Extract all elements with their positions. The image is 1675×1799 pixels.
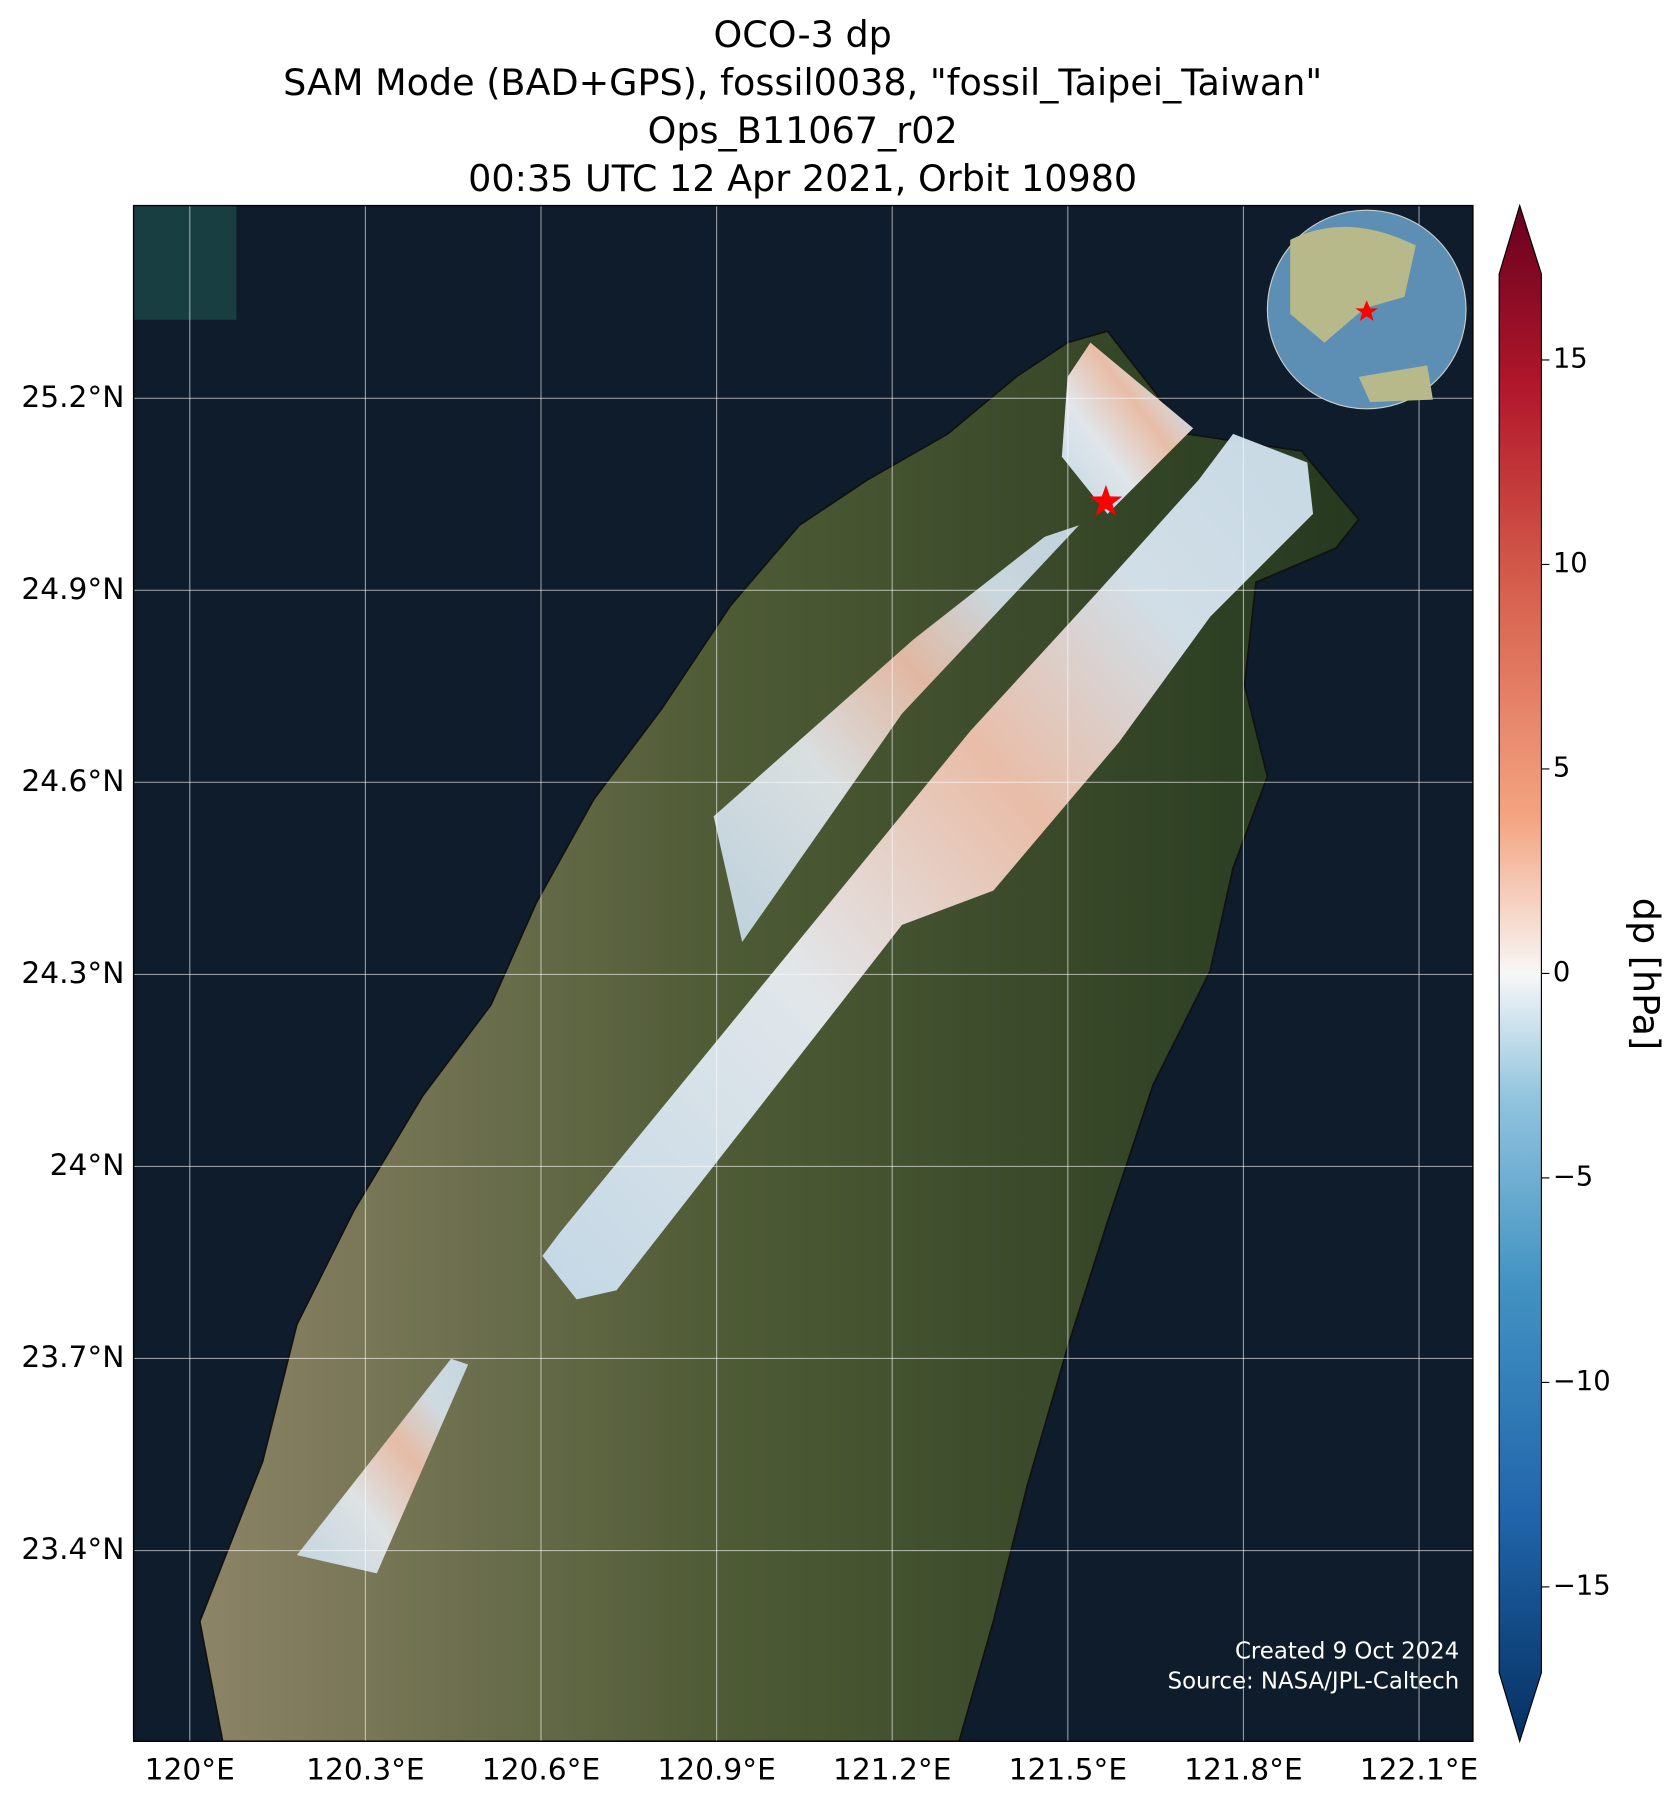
y-tick-label: 24.3°N xyxy=(21,955,124,990)
title-line: OCO-3 dp xyxy=(713,13,891,56)
credit-line: Source: NASA/JPL-Caltech xyxy=(1168,1668,1460,1694)
colorbar-tick-label: 15 xyxy=(1553,343,1588,374)
title: OCO-3 dp SAM Mode (BAD+GPS), fossil0038, … xyxy=(283,13,1322,200)
x-tick-label: 120.3°E xyxy=(306,1751,425,1786)
credit-line: Created 9 Oct 2024 xyxy=(1235,1639,1459,1665)
x-tick-label: 120.9°E xyxy=(657,1751,776,1786)
colorbar-label: dp [hPa] xyxy=(1625,898,1668,1050)
swath-middle xyxy=(713,525,1079,943)
x-tick-label: 120.6°E xyxy=(482,1751,601,1786)
colorbar-tick-label: −5 xyxy=(1553,1161,1593,1192)
inset-marker xyxy=(1355,300,1379,321)
y-tick-label: 23.7°N xyxy=(21,1339,124,1374)
x-tick-label: 120°E xyxy=(145,1751,235,1786)
colorbar-axis: −15 −10 −5 0 5 10 15 dp [hPa] xyxy=(1541,343,1668,1601)
swath-main xyxy=(542,433,1314,1300)
y-tick-label: 24.9°N xyxy=(21,571,124,606)
colorbar-tick-label: 0 xyxy=(1553,957,1570,988)
x-tick-label: 121.2°E xyxy=(833,1751,952,1786)
x-tick-label: 121.5°E xyxy=(1009,1751,1128,1786)
target-marker xyxy=(1089,484,1123,516)
colorbar-tick-label: 5 xyxy=(1553,752,1570,783)
title-line: Ops_B11067_r02 xyxy=(648,109,958,152)
colorbar-tick-label: −15 xyxy=(1553,1570,1611,1601)
map-frame xyxy=(132,204,1474,1742)
colorbar-tick-label: 10 xyxy=(1553,548,1588,579)
y-tick-label: 23.4°N xyxy=(21,1531,124,1566)
map-area: Created 9 Oct 2024 Source: NASA/JPL-Calte… xyxy=(133,205,1473,1742)
swath-north xyxy=(1061,342,1194,514)
y-tick-label: 24.6°N xyxy=(21,763,124,798)
inset-land xyxy=(1290,226,1433,402)
y-tick-label: 24°N xyxy=(50,1147,125,1182)
x-tick-label: 121.8°E xyxy=(1184,1751,1303,1786)
axes: 120°E 120.3°E 120.6°E 120.9°E 121.2°E 121.5°E… xyxy=(21,379,1478,1787)
x-tick-label: 122.1°E xyxy=(1360,1751,1479,1786)
coast-shallows xyxy=(133,205,237,320)
title-line: SAM Mode (BAD+GPS), fossil0038, "fossil_… xyxy=(283,61,1322,104)
title-line: 00:35 UTC 12 Apr 2021, Orbit 10980 xyxy=(468,157,1137,200)
gridlines xyxy=(133,205,1473,1742)
colorbar-tick-label: −10 xyxy=(1553,1366,1611,1397)
credits: Created 9 Oct 2024 Source: NASA/JPL-Calte… xyxy=(1168,1639,1460,1695)
y-tick-label: 25.2°N xyxy=(21,379,124,414)
colorbar xyxy=(1498,203,1542,1744)
swath-south xyxy=(296,1358,469,1574)
